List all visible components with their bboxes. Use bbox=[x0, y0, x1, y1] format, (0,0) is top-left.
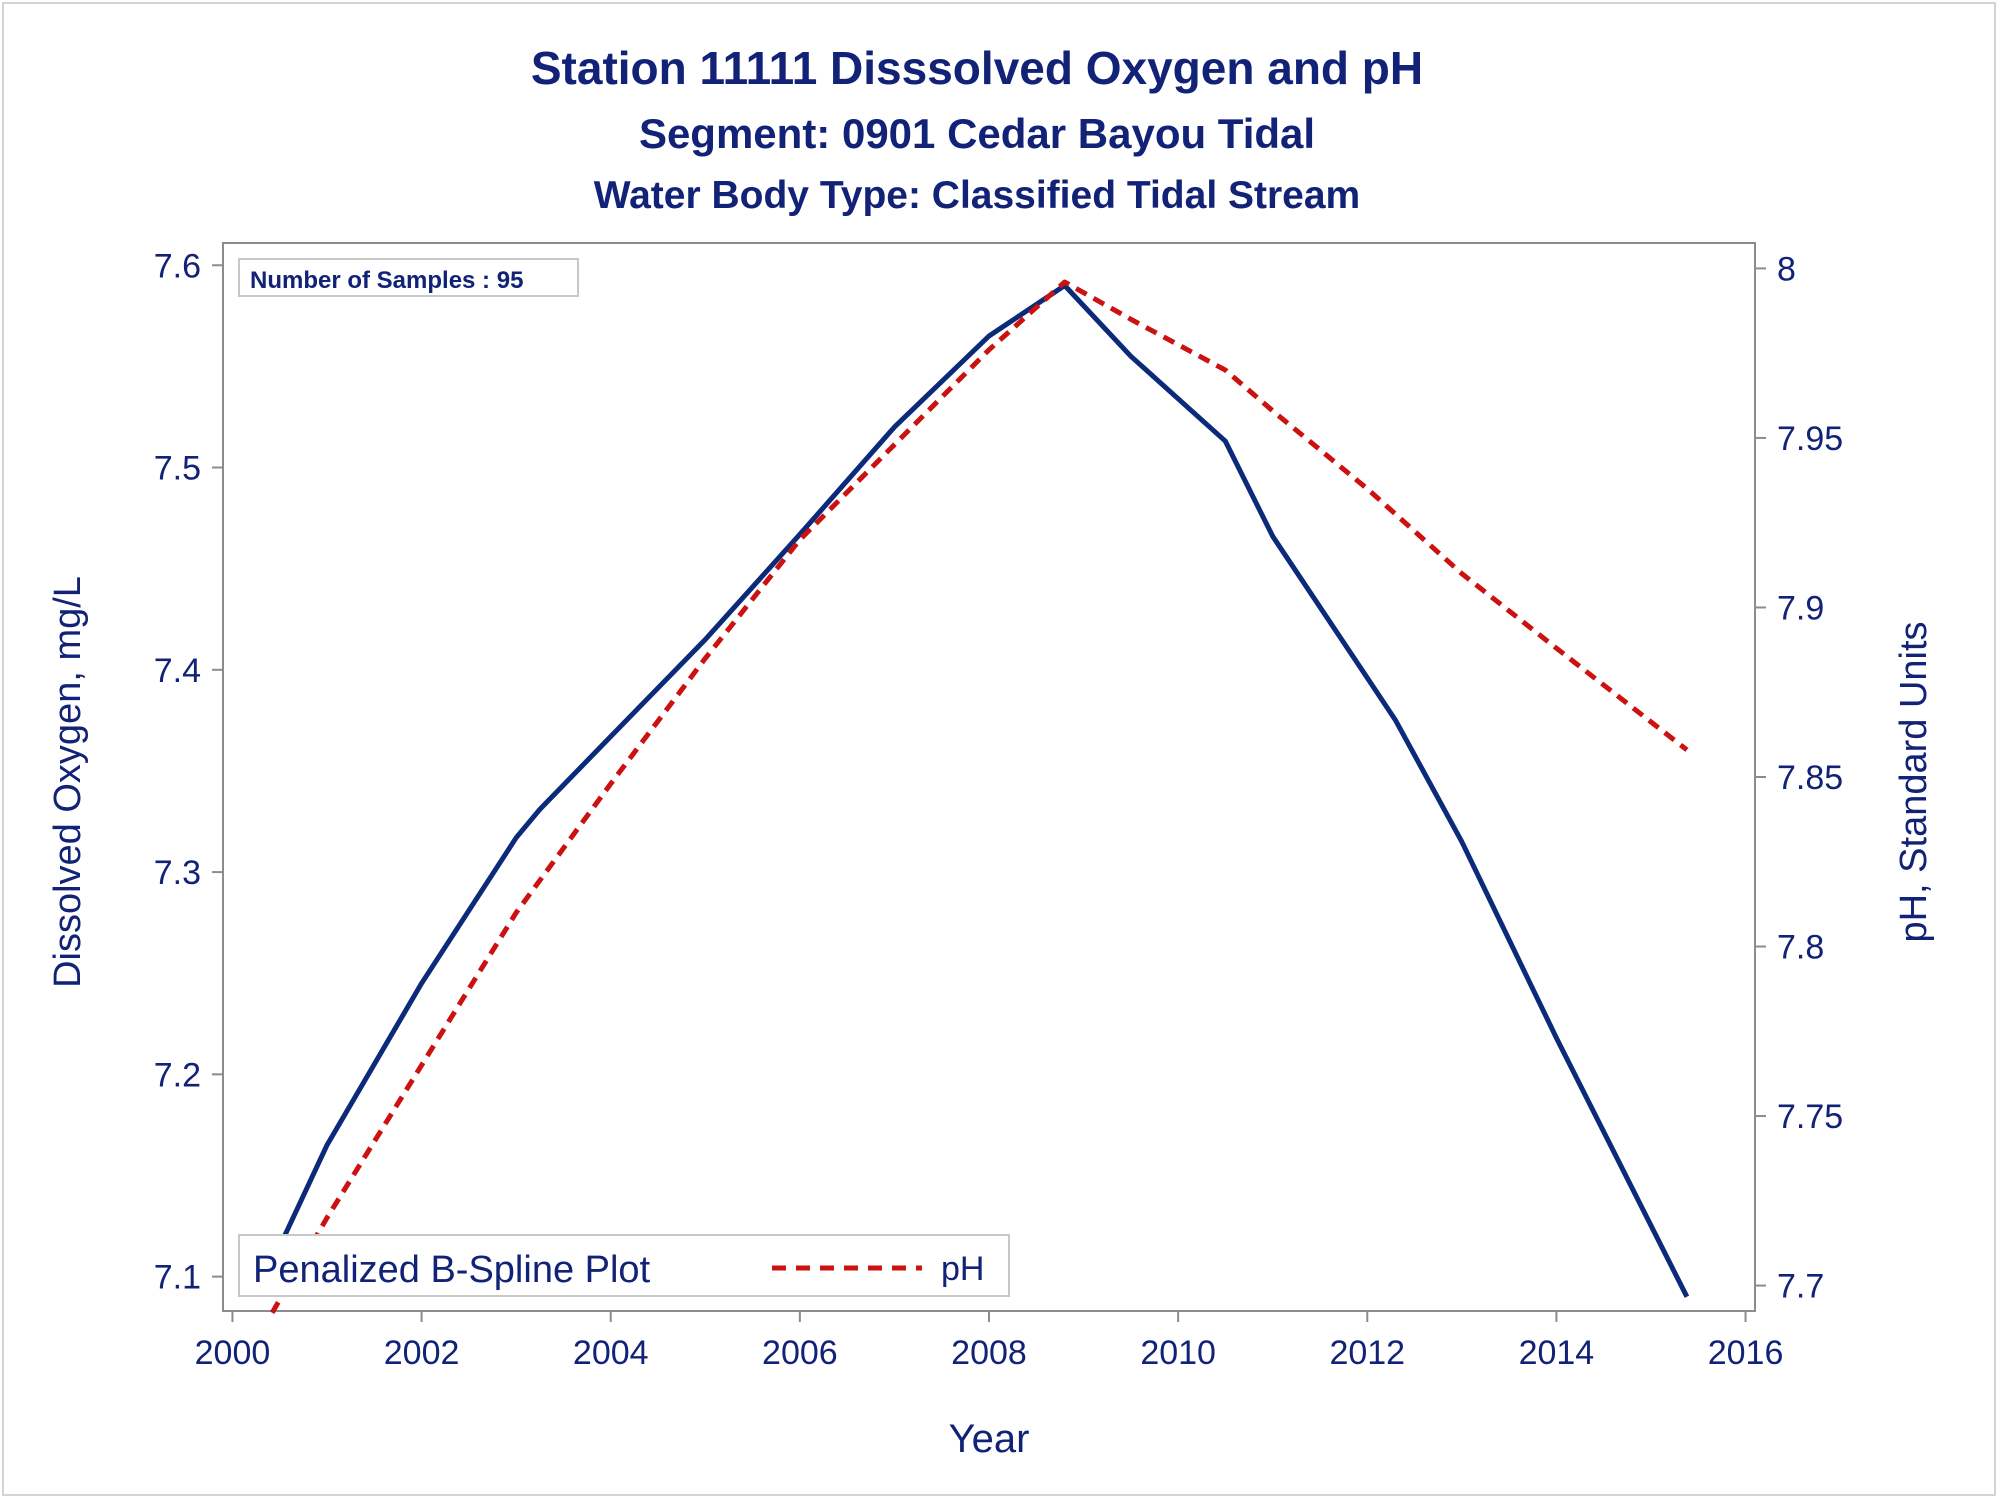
y2-tick-label: 7.9 bbox=[1777, 589, 1824, 627]
y2-tick-label: 7.75 bbox=[1777, 1098, 1843, 1136]
y-tick-label: 7.5 bbox=[154, 450, 201, 488]
sample-count-annotation: Number of Samples : 95 bbox=[250, 267, 523, 294]
y2-tick-label: 7.85 bbox=[1777, 759, 1843, 797]
x-tick-label: 2004 bbox=[573, 1334, 649, 1372]
line-chart: Station 11111 Disssolved Oxygen and pH S… bbox=[47, 42, 1935, 1461]
legend-label-ph: pH bbox=[941, 1250, 984, 1288]
x-tick-label: 2006 bbox=[762, 1334, 838, 1372]
x-tick-label: 2010 bbox=[1140, 1334, 1216, 1372]
x-tick-label: 2012 bbox=[1329, 1334, 1405, 1372]
y-axis-right-label: pH, Standard Units bbox=[1893, 621, 1935, 942]
y2-tick-label: 8 bbox=[1777, 250, 1796, 288]
x-tick-label: 2016 bbox=[1708, 1334, 1784, 1372]
x-tick-label: 2002 bbox=[384, 1334, 460, 1372]
y-axis-left: 7.1 7.2 7.3 7.4 7.5 7.6 bbox=[154, 247, 223, 1297]
y2-tick-label: 7.95 bbox=[1777, 420, 1843, 458]
series-group bbox=[269, 279, 1690, 1314]
x-axis-label: Year bbox=[949, 1417, 1030, 1461]
x-tick-label: 2014 bbox=[1519, 1334, 1595, 1372]
y-tick-label: 7.1 bbox=[154, 1259, 201, 1297]
y-axis-right: 7.7 7.75 7.8 7.85 7.9 7.95 8 bbox=[1755, 250, 1843, 1306]
ph-series-line bbox=[270, 279, 1689, 1314]
legend-title: Penalized B-Spline Plot bbox=[253, 1249, 651, 1291]
y2-tick-label: 7.7 bbox=[1777, 1268, 1824, 1306]
plot-area bbox=[222, 242, 1756, 1312]
y-tick-label: 7.3 bbox=[154, 854, 201, 892]
chart-subtitle-2: Water Body Type: Classified Tidal Stream bbox=[594, 174, 1360, 217]
x-axis: 2000 2002 2004 2006 2008 2010 2012 2014 2016 bbox=[195, 1311, 1784, 1372]
chart-subtitle: Segment: 0901 Cedar Bayou Tidal bbox=[639, 110, 1315, 157]
annotation-box bbox=[238, 258, 579, 297]
x-tick-label: 2000 bbox=[195, 1334, 271, 1372]
y2-tick-label: 7.8 bbox=[1777, 929, 1824, 967]
y-tick-label: 7.2 bbox=[154, 1056, 201, 1094]
y-tick-label: 7.4 bbox=[154, 652, 201, 690]
y-tick-label: 7.6 bbox=[154, 247, 201, 285]
x-tick-label: 2008 bbox=[951, 1334, 1027, 1372]
dissolved-oxygen-series-line bbox=[269, 283, 1690, 1298]
y-axis-left-label: Dissolved Oxygen, mg/L bbox=[47, 576, 89, 988]
chart-title: Station 11111 Disssolved Oxygen and pH bbox=[531, 42, 1423, 94]
